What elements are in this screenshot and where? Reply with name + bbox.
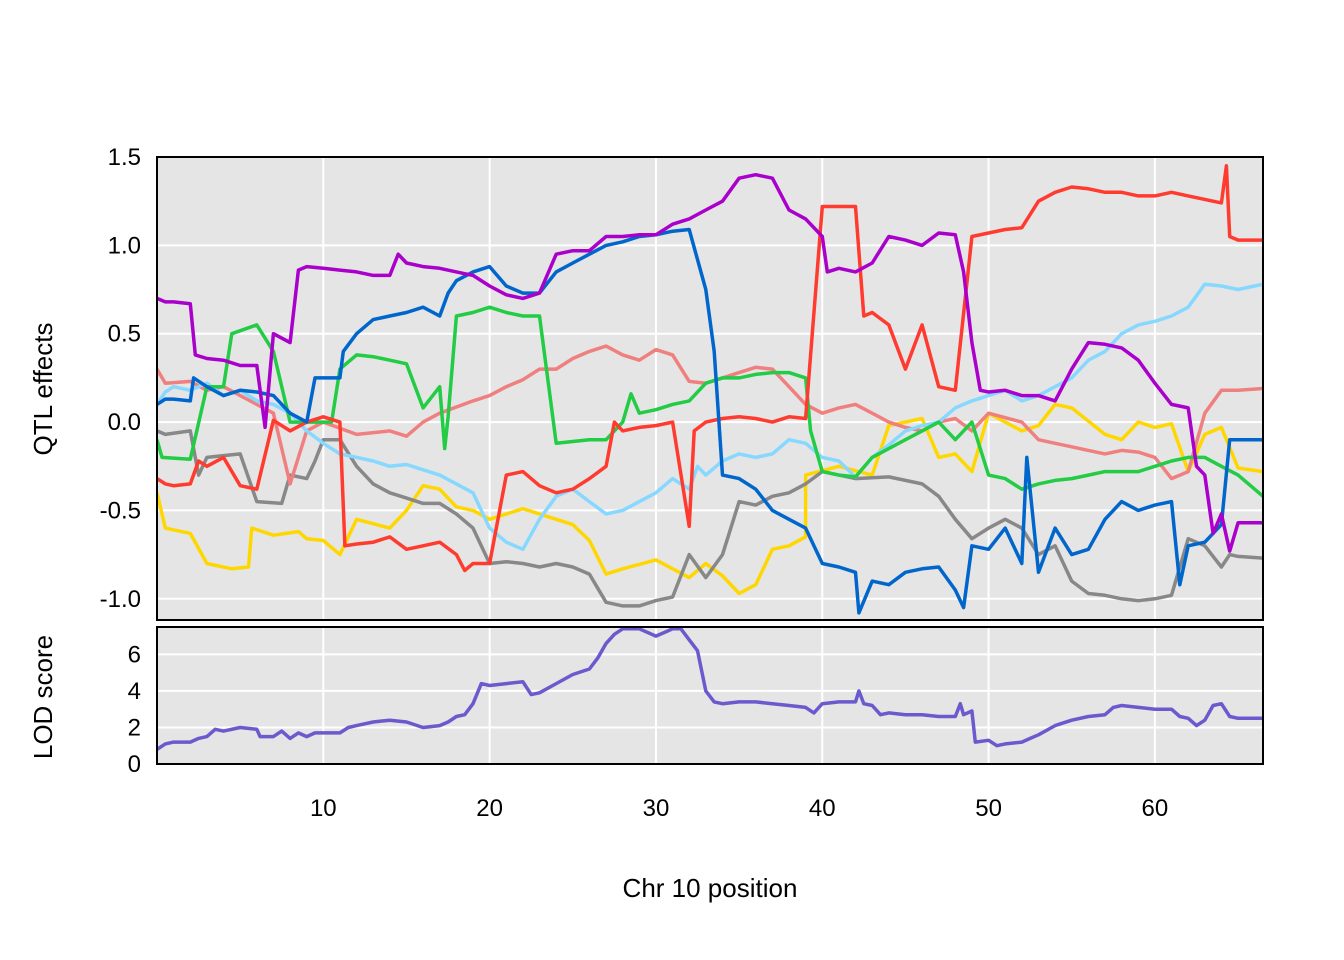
bottom-y-axis: 0 2 4 6 (128, 641, 141, 778)
y-tick-label: 6 (128, 641, 141, 668)
x-axis-title: Chr 10 position (623, 873, 798, 903)
x-tick-label: 40 (809, 795, 836, 822)
x-tick-label: 10 (310, 795, 337, 822)
y-tick-label: 1.5 (108, 144, 141, 171)
y-tick-label: 0 (128, 751, 141, 778)
top-panel-border (156, 156, 1264, 621)
bottom-panel-border (156, 626, 1264, 765)
y-tick-label: 4 (128, 678, 141, 705)
top-y-axis: -1.0 -0.5 0.0 0.5 1.0 1.5 (100, 144, 141, 613)
y-tick-label: 0.0 (108, 409, 141, 436)
y-tick-label: -1.0 (100, 586, 141, 613)
y-tick-label: 2 (128, 714, 141, 741)
top-panel: -1.0 -0.5 0.0 0.5 1.0 1.5 QTL effects (28, 144, 1264, 621)
top-series (157, 164, 1263, 615)
x-tick-label: 60 (1142, 795, 1169, 822)
bottom-panel: 0 2 4 6 10 20 30 40 50 60 LOD score Chr 10 posit… (28, 626, 1264, 903)
x-axis: 10 20 30 40 50 60 (310, 795, 1168, 822)
bottom-series (157, 627, 1263, 751)
x-tick-label: 20 (476, 795, 503, 822)
x-tick-label: 50 (975, 795, 1002, 822)
effect-series-line-0 (157, 402, 1263, 596)
y-tick-label: 1.0 (108, 232, 141, 259)
y-tick-label: 0.5 (108, 321, 141, 348)
top-y-axis-title: QTL effects (28, 323, 58, 456)
top-panel-background (157, 157, 1263, 620)
y-tick-label: -0.5 (100, 497, 141, 524)
effect-series-line-7 (157, 172, 1263, 553)
effect-series-line-6 (157, 227, 1263, 615)
lod-series-line-0 (157, 627, 1263, 751)
bottom-y-axis-title: LOD score (28, 635, 58, 759)
effect-series-line-1 (157, 429, 1263, 608)
x-tick-label: 30 (643, 795, 670, 822)
effect-series-line-5 (157, 164, 1263, 573)
